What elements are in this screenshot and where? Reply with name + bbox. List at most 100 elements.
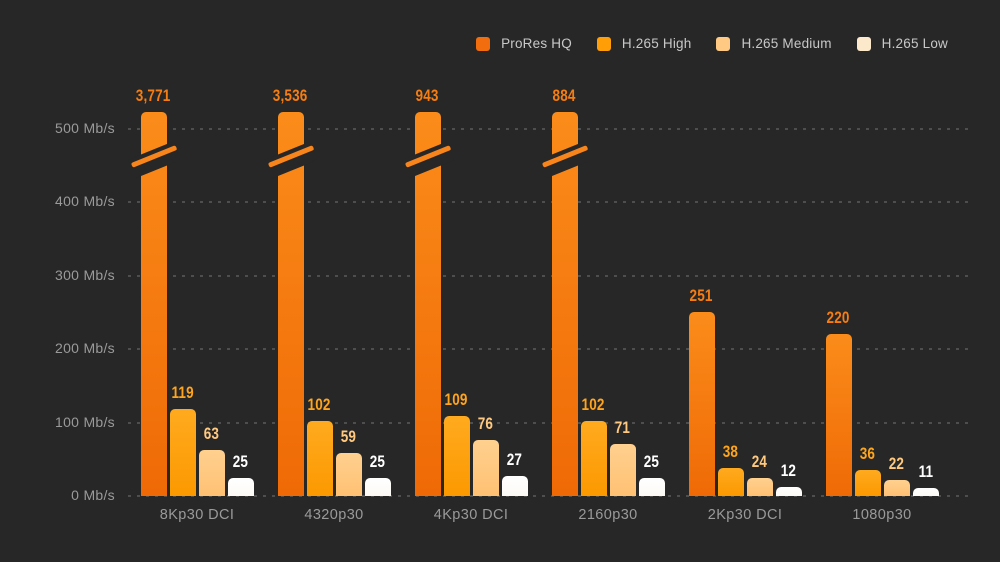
- legend-label: ProRes HQ: [501, 36, 572, 51]
- bar-value-text: 251: [689, 287, 714, 305]
- x-category-label-1080p30: 1080p30: [852, 507, 912, 523]
- x-category-label-2160p30: 2160p30: [578, 507, 638, 523]
- bar-h-265-medium-4kp30-dci: [472, 440, 499, 496]
- bar-value-label: 38: [686, 443, 776, 462]
- bar-value-text: 220: [826, 309, 851, 327]
- bar-value-label: 3,536: [246, 87, 336, 106]
- bar-h-265-low-4kp30-dci: [501, 476, 528, 496]
- legend-label: H.265 Medium: [741, 36, 832, 51]
- gridline-100: [128, 421, 970, 424]
- legend-label: H.265 High: [621, 36, 692, 51]
- bar-value-text: 63: [203, 425, 220, 443]
- bar-value-label: 119: [138, 384, 228, 403]
- y-tick-label: 300 Mb/s: [55, 266, 115, 283]
- bar-value-text: 38: [722, 443, 739, 461]
- bar-value-label: 220: [794, 309, 884, 328]
- legend-swatch-h-265-low: [856, 36, 871, 51]
- bar-prores-hq-2kp30-dci: [688, 312, 715, 496]
- bar-h-265-medium-2160p30: [609, 444, 636, 496]
- bar-value-label: 36: [823, 445, 913, 464]
- bar-value-text: 59: [340, 428, 357, 446]
- bar-value-text: 22: [888, 455, 905, 473]
- bar-value-text: 3,771: [136, 87, 171, 105]
- bar-h-265-high-4kp30-dci: [443, 416, 470, 496]
- bar-prores-hq-2160p30: [538, 112, 591, 496]
- bar-prores-hq-4320p30: [264, 112, 317, 496]
- bar-value-text: 27: [506, 451, 523, 469]
- y-tick-label: 0 Mb/s: [71, 487, 115, 503]
- bar-value-text: 25: [369, 453, 386, 471]
- bar-value-label: 25: [607, 453, 697, 472]
- bar-h-265-medium-8kp30-dci: [198, 450, 225, 496]
- bar-value-text: 11: [918, 463, 933, 481]
- y-tick-label: 200 Mb/s: [55, 340, 115, 356]
- bar-value-text: 71: [614, 419, 631, 437]
- bar-value-label: 22: [852, 455, 942, 474]
- bar-h-265-high-4320p30: [306, 421, 333, 496]
- x-category-label-4320p30: 4320p30: [304, 507, 364, 523]
- bar-value-text: 119: [171, 384, 194, 402]
- bar-h-265-low-8kp30-dci: [227, 478, 254, 496]
- legend-swatch-prores-hq: [476, 36, 491, 51]
- bar-value-text: 3,536: [273, 87, 308, 105]
- bar-value-text: 25: [643, 453, 660, 471]
- bar-h-265-low-4320p30: [364, 478, 391, 496]
- legend-item-h-265-low: H.265 Low: [856, 36, 948, 51]
- bar-value-text: 102: [581, 396, 606, 414]
- bar-value-text: 109: [444, 391, 469, 409]
- bar-value-text: 25: [232, 453, 249, 471]
- gridline-0: [128, 495, 970, 497]
- legend-label: H.265 Low: [881, 36, 948, 51]
- bar-value-text: 24: [751, 453, 768, 471]
- bar-h-265-low-2160p30: [638, 478, 665, 496]
- bar-value-label: 25: [333, 453, 423, 472]
- bar-value-label: 943: [383, 87, 473, 106]
- bar-value-label: 71: [578, 419, 668, 438]
- bar-value-label: 27: [470, 451, 560, 470]
- gridline-400: [128, 201, 970, 203]
- bar-value-label: 102: [275, 396, 365, 415]
- bar-value-text: 36: [859, 445, 876, 463]
- gridline-500: [128, 127, 970, 130]
- legend-item-h-265-high: H.265 High: [596, 36, 692, 51]
- bar-prores-hq-1080p30: [825, 334, 852, 496]
- bar-value-text: 943: [415, 87, 440, 105]
- y-tick-label: 100 Mb/s: [55, 413, 115, 430]
- bar-value-label: 251: [657, 287, 747, 306]
- bar-value-label: 25: [196, 453, 286, 472]
- bar-h-265-medium-2kp30-dci: [746, 478, 773, 496]
- bar-h-265-high-8kp30-dci: [169, 409, 196, 496]
- gridline-200: [128, 348, 970, 350]
- bar-value-label: 59: [304, 428, 394, 447]
- y-tick-label: 400 Mb/s: [55, 193, 115, 209]
- y-tick-label: 500 Mb/s: [55, 119, 115, 136]
- gridline-300: [128, 274, 970, 277]
- chart-legend: ProRes HQ H.265 High H.265 Medium H.265 Low: [476, 36, 948, 51]
- bar-h-265-medium-1080p30: [883, 480, 910, 496]
- x-category-label-8kp30-dci: 8Kp30 DCI: [159, 507, 235, 523]
- bar-value-label: 109: [412, 391, 502, 410]
- x-category-label-2kp30-dci: 2Kp30 DCI: [707, 507, 783, 523]
- bar-value-text: 76: [477, 415, 494, 433]
- bar-h-265-low-1080p30: [912, 488, 939, 496]
- bar-value-label: 884: [520, 87, 610, 106]
- bar-value-text: 12: [780, 462, 797, 480]
- legend-swatch-h-265-high: [596, 36, 611, 51]
- legend-swatch-h-265-medium: [716, 36, 731, 51]
- bar-value-label: 76: [441, 415, 531, 434]
- bar-value-label: 63: [167, 425, 257, 444]
- bar-h-265-high-1080p30: [854, 470, 881, 496]
- bar-value-text: 102: [307, 396, 332, 414]
- bar-prores-hq-8kp30-dci: [127, 112, 180, 496]
- bar-value-label: 12: [744, 462, 834, 481]
- bar-h-265-low-2kp30-dci: [775, 487, 802, 496]
- bar-value-label: 11: [881, 463, 971, 482]
- legend-item-prores-hq: ProRes HQ: [476, 36, 572, 51]
- bar-h-265-high-2160p30: [580, 421, 607, 496]
- bar-value-label: 3,771: [109, 87, 199, 106]
- bar-h-265-medium-4320p30: [335, 453, 362, 496]
- bar-value-text: 884: [552, 87, 577, 105]
- x-category-label-4kp30-dci: 4Kp30 DCI: [433, 507, 509, 523]
- bar-h-265-high-2kp30-dci: [717, 468, 744, 496]
